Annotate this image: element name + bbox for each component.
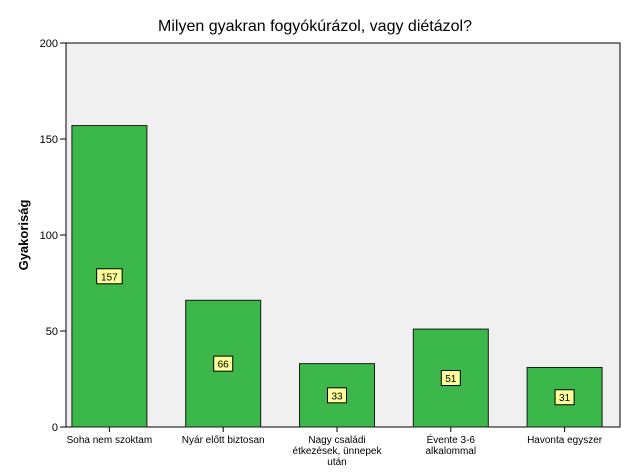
x-tick-label: Nagy családi étkezések, ünnepek után xyxy=(293,435,383,468)
data-label-box xyxy=(554,389,575,406)
plot-area xyxy=(65,42,621,428)
x-tick-label: Havonta egyszer xyxy=(527,435,603,446)
data-label: 66 xyxy=(218,360,230,371)
x-tick-label: Soha nem szoktam xyxy=(67,435,153,446)
data-labels: 157 66 33 51 31 xyxy=(96,268,575,406)
y-tick-label: 50 xyxy=(46,326,58,338)
data-label: 33 xyxy=(331,391,343,402)
data-label: 31 xyxy=(559,393,571,404)
y-tick-label: 150 xyxy=(40,134,58,146)
y-axis-ticks: 0 50 100 150 200 xyxy=(40,38,66,434)
y-tick-label: 0 xyxy=(52,422,58,434)
x-tick-label: Évente 3-6 alkalommal xyxy=(426,433,477,457)
chart-title: Milyen gyakran fogyókúrázol, vagy diétáz… xyxy=(158,18,472,35)
data-label: 51 xyxy=(445,374,457,385)
x-tick-label: Nyár előtt biztosan xyxy=(182,435,265,446)
y-tick-label: 100 xyxy=(40,230,58,242)
y-axis-label: Gyakoriság xyxy=(16,200,31,271)
bars xyxy=(71,125,603,428)
data-label-box xyxy=(327,387,347,404)
y-tick-label: 200 xyxy=(40,38,58,50)
data-label-box xyxy=(440,370,461,387)
data-label-box xyxy=(96,268,123,285)
x-axis-ticks: Soha nem szoktam Nyár előtt biztosan Nagy … xyxy=(67,427,603,468)
data-label-box xyxy=(213,355,234,372)
data-label: 157 xyxy=(101,272,118,283)
